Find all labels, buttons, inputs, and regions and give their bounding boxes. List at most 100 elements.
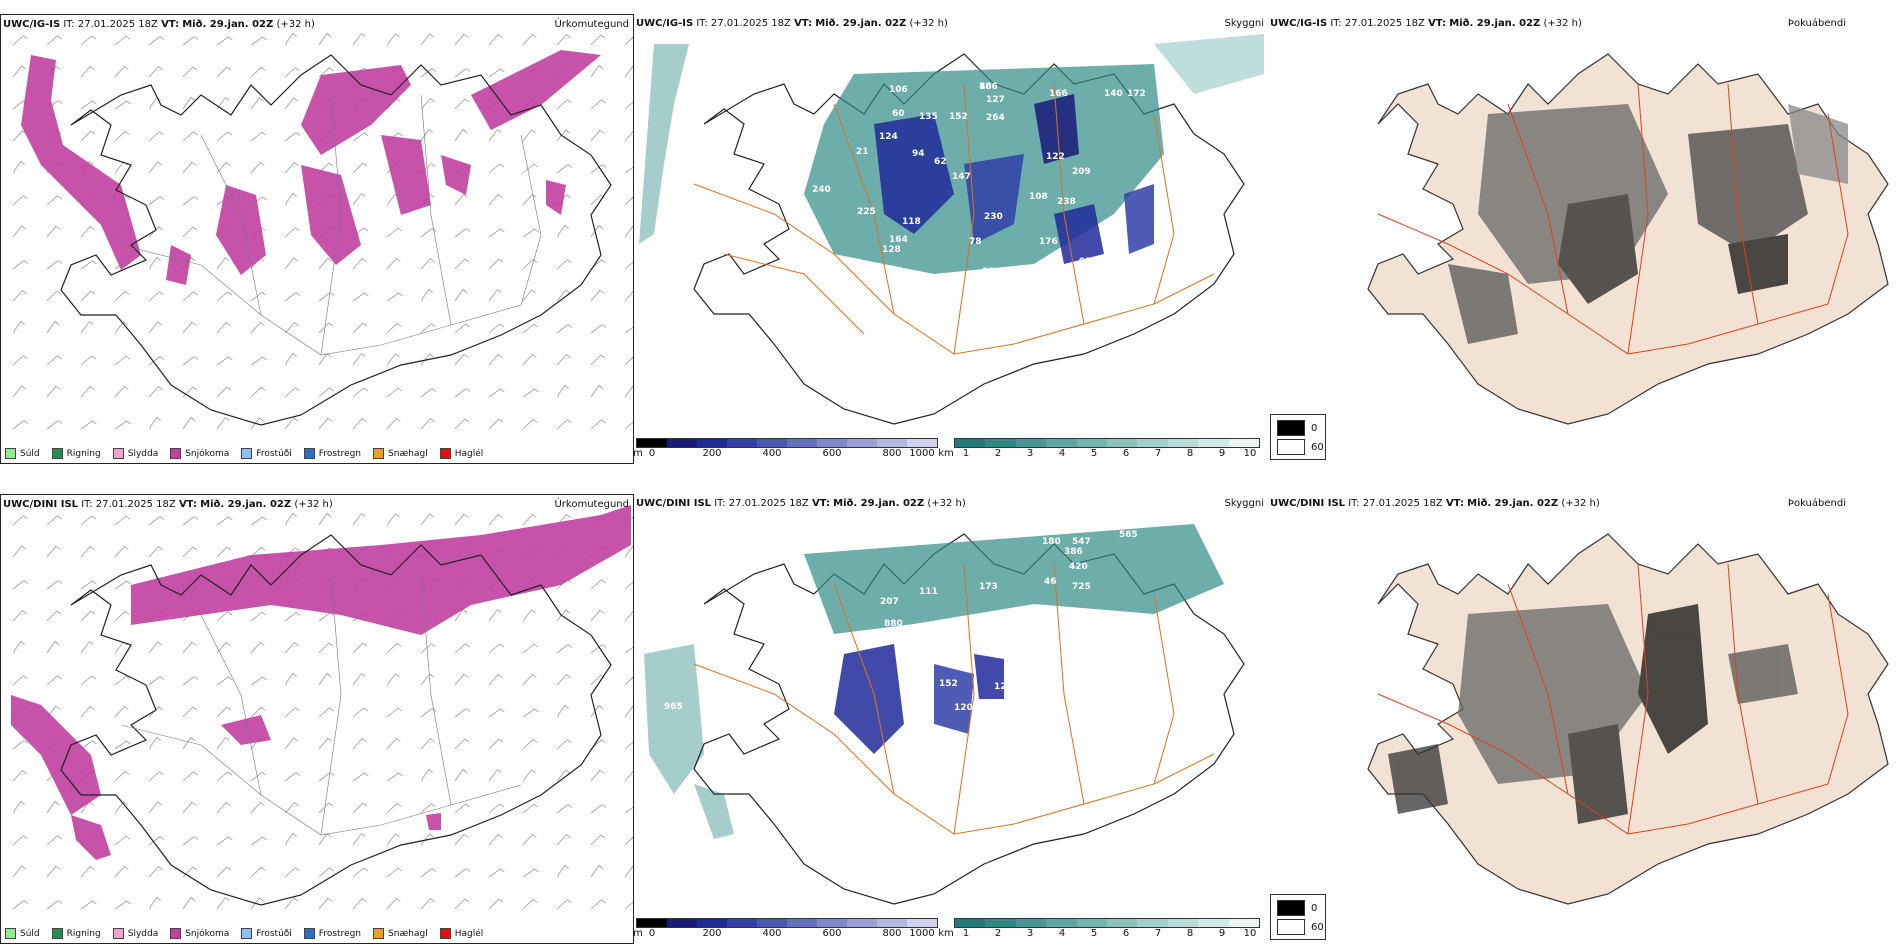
wind-barb xyxy=(624,65,633,78)
wind-barb xyxy=(522,834,537,846)
colorbar-tick: 4 xyxy=(1058,928,1066,939)
wind-barb xyxy=(420,227,437,238)
wind-barb xyxy=(318,612,335,622)
ceiling-value-label: 147 xyxy=(952,172,971,182)
wind-barb xyxy=(624,545,633,558)
wind-barb xyxy=(386,802,402,814)
wind-barb xyxy=(420,513,434,526)
wind-barb xyxy=(590,384,604,398)
wind-barb xyxy=(46,420,63,430)
wind-barb xyxy=(46,705,61,718)
colorbar-tick: 2 xyxy=(994,928,1002,939)
colorbar-swatch xyxy=(1076,919,1108,927)
wind-barb xyxy=(556,289,570,302)
wind-barb xyxy=(46,610,62,622)
wind-barb xyxy=(318,672,332,686)
wind-barb xyxy=(420,673,434,686)
wind-barb xyxy=(488,609,502,622)
wind-barb xyxy=(284,67,300,78)
wind-barb xyxy=(488,323,504,334)
colorbar-swatch xyxy=(907,919,937,927)
wind-barb xyxy=(318,67,334,78)
fog-panel-top: UWC/IG-IS IT: 27.01.2025 18Z VT: Mið. 29… xyxy=(1268,14,1900,464)
colorbar-ticks: m 0 200 400 600 800 1000 xyxy=(634,928,938,940)
precip-type-panel-top: UWC/IG-IS IT: 27.01.2025 18Z VT: Mið. 29… xyxy=(0,14,634,464)
wind-barb xyxy=(386,227,403,238)
panel-header: UWC/DINI ISL IT: 27.01.2025 18Z VT: Mið.… xyxy=(3,499,333,510)
wind-barb xyxy=(250,897,264,910)
ceiling-value-label: 275 xyxy=(1044,55,1063,65)
colorbar-unit: km xyxy=(938,928,954,939)
wind-barb xyxy=(488,769,502,782)
wind-barb xyxy=(250,97,264,110)
wind-barb xyxy=(12,355,28,366)
legend-swatch xyxy=(5,448,16,459)
wind-barb xyxy=(250,162,265,174)
wind-barb xyxy=(590,899,606,910)
colorbar-swatch xyxy=(1107,919,1138,927)
wind-barb xyxy=(352,673,366,686)
colorbar-swatch xyxy=(1076,439,1108,447)
legend-item-snow-pellets: Snæhagl xyxy=(373,928,428,939)
wind-barb xyxy=(454,673,469,686)
colorbar-tick: 5 xyxy=(1090,448,1098,459)
wind-barb xyxy=(182,516,199,526)
visibility-colorbar: km 1 2 3 4 5 6 7 8 9 10 xyxy=(938,918,1260,940)
legend-swatch xyxy=(1277,439,1305,455)
wind-barb xyxy=(284,192,298,206)
panel-header: UWC/IG-IS IT: 27.01.2025 18Z VT: Mið. 29… xyxy=(1270,18,1582,29)
wind-barb xyxy=(182,736,196,750)
fog-legend-item: 60 xyxy=(1277,919,1324,935)
ceiling-value-label: 94 xyxy=(912,149,925,159)
wind-barb xyxy=(522,34,537,46)
wind-barb xyxy=(590,34,606,46)
wind-barb xyxy=(488,738,504,750)
wind-barb xyxy=(488,898,504,910)
wind-barb xyxy=(624,705,633,718)
legend-swatch xyxy=(1277,420,1305,436)
wind-barb xyxy=(556,224,570,238)
wind-barb xyxy=(80,641,94,654)
legend-swatch xyxy=(170,448,182,459)
ceiling-value-label: 264 xyxy=(986,113,1005,123)
wind-barb xyxy=(386,673,400,686)
wind-barb xyxy=(216,546,232,558)
wind-barb xyxy=(352,132,369,142)
wind-barb xyxy=(114,580,131,590)
legend-swatch xyxy=(5,928,16,939)
snow-areas xyxy=(21,50,601,285)
colorbar-ticks: km 1 2 3 4 5 6 7 8 9 10 xyxy=(938,928,1260,940)
wind-barb xyxy=(148,256,162,270)
visibility-area xyxy=(639,44,689,244)
wind-barb xyxy=(250,516,267,526)
wind-barb xyxy=(114,515,131,526)
wind-barb xyxy=(420,288,434,302)
fog-map xyxy=(1367,533,1889,905)
visibility-map: 185 166 106 127 60 135 152 264 275 166 140 172 124 21… xyxy=(639,34,1264,425)
wind-barb xyxy=(284,802,299,814)
wind-barb xyxy=(114,35,131,46)
wind-barb xyxy=(80,290,96,302)
wind-barb xyxy=(182,36,199,46)
wind-barb xyxy=(556,609,570,622)
visibility-area xyxy=(1154,34,1264,94)
wind-barb xyxy=(80,35,96,46)
colorbar-tick: 7 xyxy=(1154,448,1162,459)
wind-barb xyxy=(46,260,63,270)
wind-barb xyxy=(386,642,402,654)
wind-barb xyxy=(148,801,162,814)
wind-barb xyxy=(114,290,130,302)
wind-barb xyxy=(624,865,633,878)
ceiling-value-label: 94 xyxy=(952,62,965,72)
wind-barb xyxy=(80,385,95,398)
ceiling-value-label: 97 xyxy=(1089,277,1102,287)
wind-barb xyxy=(182,96,196,110)
wind-barb xyxy=(114,706,129,718)
colorbar-tick: 10 xyxy=(1243,928,1257,939)
legend-swatch xyxy=(241,928,253,939)
wind-barb xyxy=(556,643,573,654)
wind-barb xyxy=(318,387,334,398)
colorbar-swatch xyxy=(1046,439,1077,447)
wind-barb xyxy=(488,289,502,302)
